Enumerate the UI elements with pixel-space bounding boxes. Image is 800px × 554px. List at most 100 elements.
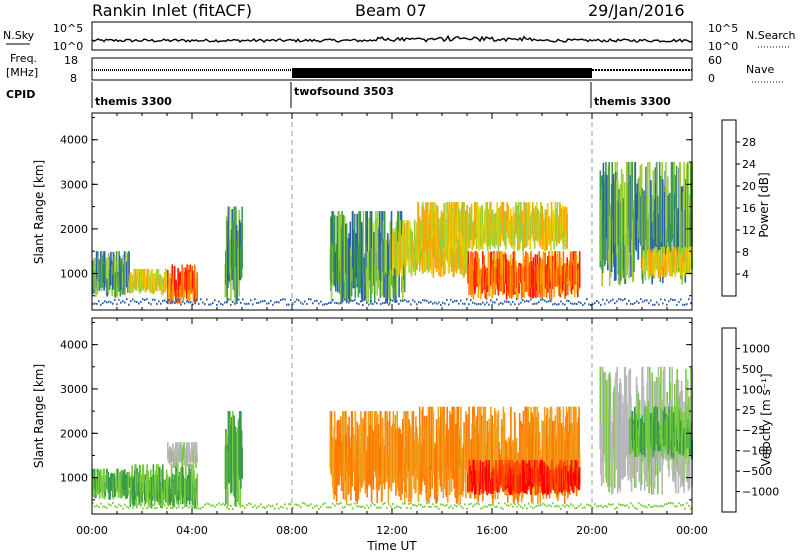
velocity-cell <box>660 366 662 448</box>
velocity-cell <box>335 465 338 502</box>
velocity-cell <box>123 481 125 497</box>
power-cell <box>522 232 525 251</box>
velocity-cell <box>485 478 487 492</box>
nave-tick-bottom: 0 <box>708 72 715 85</box>
power-cell <box>362 211 365 275</box>
power-colorbar-label: Power [dB] <box>757 172 771 237</box>
velocity-cell <box>522 459 525 483</box>
power-cell <box>647 162 649 240</box>
power-cell <box>175 280 178 293</box>
power-cell <box>513 226 516 246</box>
velocity-cell <box>92 479 95 498</box>
velocity-cell <box>492 478 494 494</box>
velocity-cell <box>188 448 191 462</box>
power-cell <box>183 284 185 298</box>
velocity-cell <box>547 466 549 482</box>
cpid-label: CPID <box>6 88 35 101</box>
velocity-axes: 1000 2000 3000 4000 <box>60 318 693 514</box>
velocity-cell <box>660 423 662 443</box>
power-cell <box>425 202 427 238</box>
power-cell <box>343 215 346 282</box>
power-data-layer <box>92 162 693 306</box>
power-cell <box>645 166 647 240</box>
power-cell <box>437 206 439 245</box>
velocity-cell <box>647 425 650 459</box>
nsearch-tick-bottom: 10^0 <box>708 40 738 53</box>
velocity-cell <box>239 478 242 508</box>
velocity-region-2 <box>167 442 198 469</box>
velocity-cell <box>459 470 462 504</box>
velocity-cell <box>610 409 612 458</box>
velocity-cell <box>345 411 347 481</box>
velocity-cell <box>435 419 438 504</box>
power-cell <box>670 253 673 266</box>
velocity-cell <box>236 427 238 493</box>
power-cell <box>513 251 516 281</box>
velocity-cell <box>491 415 493 499</box>
power-cell <box>444 202 447 241</box>
velocity-cell <box>152 464 155 499</box>
power-cell <box>186 264 188 294</box>
velocity-cell <box>365 411 367 469</box>
velocity-cell <box>195 442 198 460</box>
power-cell <box>548 251 550 291</box>
velocity-cell <box>528 459 531 486</box>
power-cell <box>384 236 387 276</box>
velocity-cell <box>428 406 431 476</box>
velocity-cell <box>493 467 495 484</box>
velocity-cell <box>429 458 432 498</box>
power-cell <box>613 179 615 267</box>
time-tick-label: 00:00 <box>676 524 708 537</box>
power-cell <box>573 260 575 286</box>
velocity-cell <box>556 406 558 466</box>
power-cell <box>663 246 665 267</box>
velocity-cell <box>661 448 663 495</box>
velocity-cell <box>508 440 510 478</box>
velocity-cell <box>469 439 472 480</box>
cpid-segment-1: themis 3300 <box>95 95 172 108</box>
power-region-2 <box>167 264 198 305</box>
velocity-cell <box>183 442 185 459</box>
velocity-cell <box>357 454 360 500</box>
time-tick-label: 16:00 <box>476 524 508 537</box>
power-cell <box>354 263 357 299</box>
power-cell <box>562 205 564 244</box>
power-cell <box>668 192 671 245</box>
power-cell <box>628 229 630 279</box>
date-label: 29/Jan/2016 <box>588 1 685 20</box>
power-cell <box>648 213 650 280</box>
velocity-cell <box>103 468 105 489</box>
velocity-cell <box>404 462 407 493</box>
power-region-3 <box>224 206 243 303</box>
nsky-tick-top: 10^5 <box>53 22 83 35</box>
velocity-cell <box>547 480 550 495</box>
power-cell <box>535 275 537 298</box>
power-cell <box>375 211 377 271</box>
velocity-cell <box>571 429 573 471</box>
velocity-cell <box>495 462 498 484</box>
power-cell <box>631 162 633 240</box>
velocity-cell <box>363 411 366 480</box>
power-cell <box>139 280 142 294</box>
power-cell <box>151 269 153 286</box>
power-ground-band <box>92 298 692 306</box>
power-cell <box>138 269 141 289</box>
velocity-cell <box>124 474 127 490</box>
power-cell <box>413 220 416 259</box>
velocity-cell <box>570 459 573 487</box>
time-tick-label: 20:00 <box>576 524 608 537</box>
plot-title: Rankin Inlet (fitACF) <box>92 1 252 20</box>
power-cell <box>553 266 555 297</box>
velocity-cell <box>531 412 533 476</box>
power-cell <box>464 243 467 275</box>
velocity-cell <box>540 459 542 482</box>
power-cell <box>660 246 663 267</box>
velocity-cell <box>477 461 479 483</box>
velocity-cell <box>350 447 352 501</box>
power-cell <box>452 202 455 234</box>
power-cell <box>622 198 625 271</box>
power-cell <box>647 250 649 271</box>
velocity-cell <box>480 470 483 488</box>
power-cell <box>658 162 661 246</box>
velocity-cell <box>677 406 680 440</box>
